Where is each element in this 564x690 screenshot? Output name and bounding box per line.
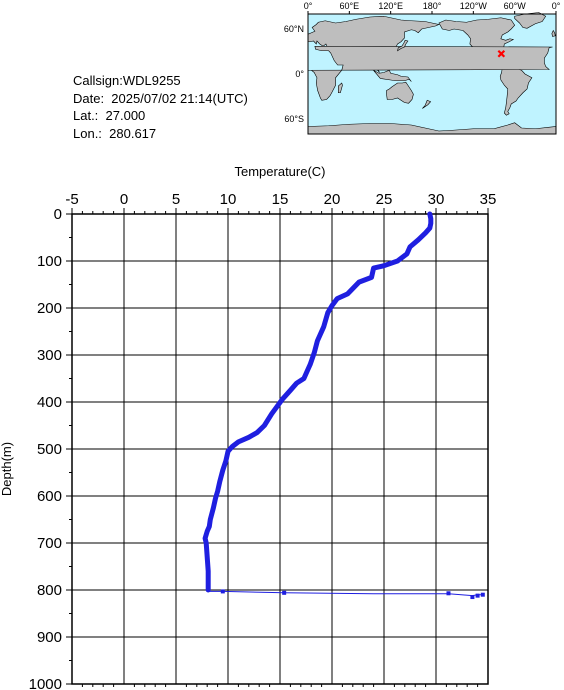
x-tick-label: 30 [428,191,445,208]
spike-data-point [470,595,475,600]
land-britain [551,29,556,37]
land-indonesia [373,69,412,82]
map-lon-label: 120°W [460,1,488,11]
y-tick-label: 500 [37,441,62,458]
y-tick-label: 0 [54,206,62,223]
spike-data-point [446,591,451,596]
location-map: 0° 60°E 120°E 180° 120°W 60°W 0° 60°N 0° 60°S [284,1,561,135]
temperature-spike-line [208,590,483,597]
map-lon-label: 60°W [504,1,527,11]
map-lat-label: 60°N [284,24,304,34]
land-new-zealand [422,99,432,109]
y-tick-label: 300 [37,347,62,364]
map-lon-label: 60°E [340,1,360,11]
land-madagascar [338,82,343,94]
land-greenland [514,12,547,29]
land-australia [386,81,414,104]
land-south-america [499,64,533,116]
x-tick-label: 15 [272,191,289,208]
temperature-profile-line [202,211,434,593]
y-tick-label: 400 [37,394,62,411]
plot-frame [71,213,489,685]
spike-data-point [480,592,485,597]
spike-data-point [282,590,287,595]
map-lat-label: 0° [295,69,304,79]
map-lon-label: 0° [552,1,561,11]
date-text: Date: 2025/07/02 21:14(UTC) [73,90,248,106]
spike-data-point [475,593,480,598]
x-tick-label: -5 [65,191,78,208]
location-marker-icon [497,49,506,58]
map-lon-label: 120°E [378,1,403,11]
y-axis-title: Depth(m) [0,442,14,496]
x-tick-label: 25 [376,191,393,208]
map-lat-label: 60°S [284,114,304,124]
land-africa [307,45,553,101]
spike-data-point [220,589,225,594]
land-japan [397,39,409,52]
y-tick-label: 100 [37,253,62,270]
x-tick-label: 0 [120,191,128,208]
x-tick-label: 10 [220,191,237,208]
latitude-text: Lat.: 27.000 [73,108,146,123]
x-tick-label: 5 [172,191,180,208]
y-tick-label: 800 [37,582,62,599]
y-tick-label: 600 [37,488,62,505]
y-tick-label: 900 [37,629,62,646]
y-tick-label: 700 [37,535,62,552]
station-info: Callsign:WDL9255 Date: 2025/07/02 21:14(… [73,72,248,142]
x-axis-title: Temperature(C) [234,164,325,179]
map-lon-label: 180° [423,1,442,11]
map-lon-label: 0° [304,1,313,11]
x-tick-label: 20 [324,191,341,208]
y-tick-label: 1000 [29,676,62,690]
y-tick-label: 200 [37,300,62,317]
callsign-text: Callsign:WDL9255 [73,73,181,88]
longitude-text: Lon.: 280.617 [73,125,157,141]
x-tick-label: 35 [480,191,497,208]
